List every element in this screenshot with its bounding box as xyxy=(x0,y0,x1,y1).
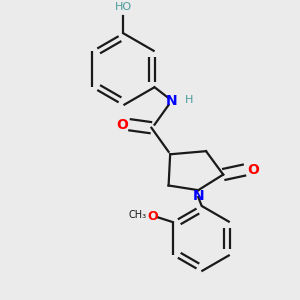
Text: CH₃: CH₃ xyxy=(128,210,146,220)
Text: O: O xyxy=(247,163,259,177)
Text: N: N xyxy=(192,189,204,203)
Text: O: O xyxy=(147,210,158,223)
Text: N: N xyxy=(166,94,178,108)
Text: H: H xyxy=(185,95,193,105)
Text: O: O xyxy=(116,118,128,132)
Text: HO: HO xyxy=(115,2,132,12)
